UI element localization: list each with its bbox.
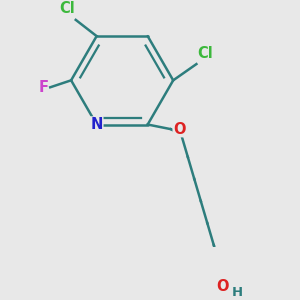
Text: O: O bbox=[173, 122, 186, 137]
Text: F: F bbox=[39, 80, 49, 95]
Text: Cl: Cl bbox=[59, 2, 75, 16]
Text: H: H bbox=[232, 286, 243, 299]
Text: Cl: Cl bbox=[198, 46, 213, 61]
Text: N: N bbox=[90, 117, 103, 132]
Text: O: O bbox=[216, 279, 229, 294]
